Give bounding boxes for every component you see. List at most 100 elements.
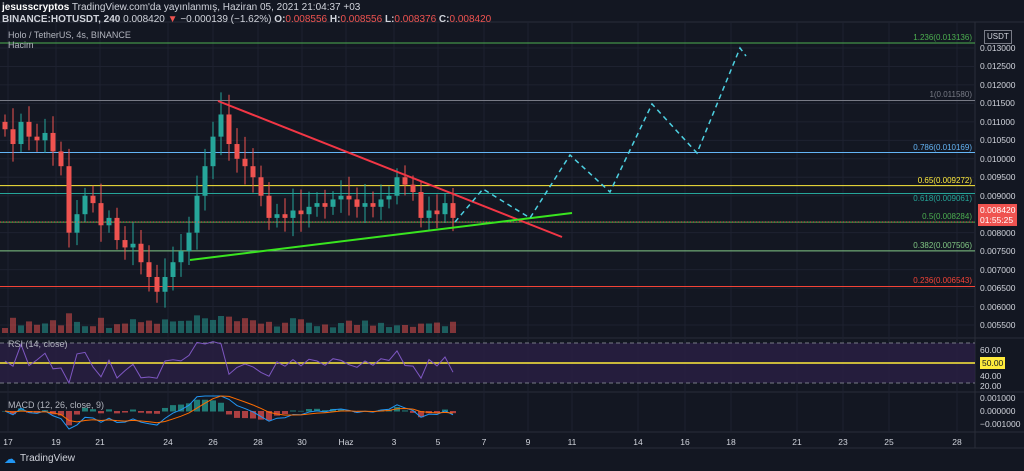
open-value: 0.008556 xyxy=(285,14,328,25)
open-label: O: xyxy=(274,14,286,25)
support-trendline xyxy=(189,212,573,261)
candle-body xyxy=(426,210,432,218)
candle-body xyxy=(234,144,240,159)
candle-body xyxy=(338,195,344,200)
volume-bar xyxy=(106,327,112,333)
close-value: 0.008420 xyxy=(449,14,492,25)
candle-body xyxy=(26,121,32,137)
rsi-label: RSI (14, close) xyxy=(8,339,68,349)
macd-histogram-bar xyxy=(450,411,456,414)
currency-button[interactable]: USDT xyxy=(984,30,1012,44)
macd-histogram-bar xyxy=(306,409,312,412)
macd-histogram-bar xyxy=(234,411,240,418)
price-tick: 0.010000 xyxy=(980,153,1016,164)
price-tick: 0.009000 xyxy=(980,190,1016,201)
candle-body xyxy=(162,276,168,292)
candle-body xyxy=(138,243,144,263)
time-tick: 3 xyxy=(391,437,397,447)
footer: ☁ TradingView xyxy=(4,452,75,466)
candle-body xyxy=(34,136,40,141)
time-tick: 9 xyxy=(525,437,531,447)
macd-histogram-bar xyxy=(106,409,112,412)
volume-bar xyxy=(42,323,48,333)
macd-histogram-bar xyxy=(338,409,344,412)
publish-info: jesusscryptos TradingView.com'da yayınla… xyxy=(2,2,360,13)
candle-body xyxy=(210,136,216,167)
macd-histogram-bar xyxy=(58,411,64,416)
candle-body xyxy=(378,199,384,207)
author[interactable]: jesusscryptos xyxy=(2,2,70,13)
signal-line xyxy=(4,395,454,424)
candle-body xyxy=(394,177,400,196)
candle-body xyxy=(114,217,120,241)
volume-bar xyxy=(418,323,424,333)
macd-histogram-bar xyxy=(82,407,88,412)
volume-bar xyxy=(82,326,88,333)
price-tick: 0.011000 xyxy=(980,116,1015,127)
time-tick: 26 xyxy=(208,437,218,447)
candle-body xyxy=(362,203,368,207)
price-tick: 0.006500 xyxy=(980,283,1016,294)
price-tick: 0.012000 xyxy=(980,79,1016,90)
volume-bar xyxy=(90,326,96,333)
candle-body xyxy=(2,121,8,130)
brand-name[interactable]: TradingView xyxy=(20,453,76,464)
macd-histogram-bar xyxy=(194,399,200,412)
pane-title: Holo / TetherUS, 4s, BINANCE xyxy=(8,30,131,40)
candle-body xyxy=(370,203,376,207)
candle-body xyxy=(274,214,280,218)
macd-histogram-bar xyxy=(250,411,256,419)
price-tick: 0.006000 xyxy=(980,301,1016,312)
macd-histogram-bar xyxy=(146,411,152,414)
time-tick: 11 xyxy=(567,437,577,447)
resistance-trendline xyxy=(217,100,563,238)
time-tick: 14 xyxy=(633,437,643,447)
volume-bar xyxy=(98,317,104,333)
volume-bar xyxy=(282,322,288,333)
time-tick: 25 xyxy=(884,437,894,447)
down-arrow-icon: ▼ xyxy=(167,14,178,25)
fib-label: 0.382(0.007506) xyxy=(913,240,972,250)
symbol: BINANCE:HOTUSDT, 240 xyxy=(2,14,121,25)
macd-histogram-bar xyxy=(66,411,72,426)
price-tick: 0.008000 xyxy=(980,227,1016,238)
volume-bar xyxy=(426,323,432,333)
volume-bar xyxy=(346,320,352,333)
volume-bar xyxy=(386,327,392,333)
volume-bar xyxy=(210,319,216,333)
macd-histogram-bar xyxy=(258,411,264,420)
candle-body xyxy=(354,199,360,207)
macd-tick: −0.001000 xyxy=(980,419,1021,429)
volume-bar xyxy=(274,326,280,333)
time-tick: 19 xyxy=(51,437,61,447)
volume-bar xyxy=(402,324,408,333)
price-tick: 0.007500 xyxy=(980,246,1016,257)
macd-histogram-bar xyxy=(18,408,24,412)
volume-bar xyxy=(130,319,136,333)
macd-histogram-bar xyxy=(218,402,224,412)
macd-histogram-bar xyxy=(226,411,232,415)
volume-bar xyxy=(362,320,368,333)
macd-histogram-bar xyxy=(418,411,424,418)
price-tick: 0.012500 xyxy=(980,61,1016,72)
volume-bar xyxy=(10,317,16,333)
last-price-tag: 0.008420 01:55:25 xyxy=(978,204,1018,226)
candle-body xyxy=(298,210,304,215)
volume-bar xyxy=(226,316,232,333)
volume-bar xyxy=(442,326,448,333)
macd-histogram-bar xyxy=(170,405,176,412)
candle-body xyxy=(186,232,192,252)
high-value: 0.008556 xyxy=(340,14,383,25)
macd-tick: 0.000000 xyxy=(980,406,1016,416)
candle-body xyxy=(122,240,128,248)
fib-label: 0.618(0.009061) xyxy=(913,194,972,204)
candle-body xyxy=(18,121,24,145)
price-tick: 0.011500 xyxy=(980,98,1015,109)
fib-label: 0.786(0.010169) xyxy=(913,142,972,152)
candle-body xyxy=(386,195,392,200)
volume-bar xyxy=(410,326,416,333)
time-tick: 16 xyxy=(680,437,690,447)
macd-label: MACD (12, 26, close, 9) xyxy=(8,400,105,410)
candle-body xyxy=(346,195,352,200)
